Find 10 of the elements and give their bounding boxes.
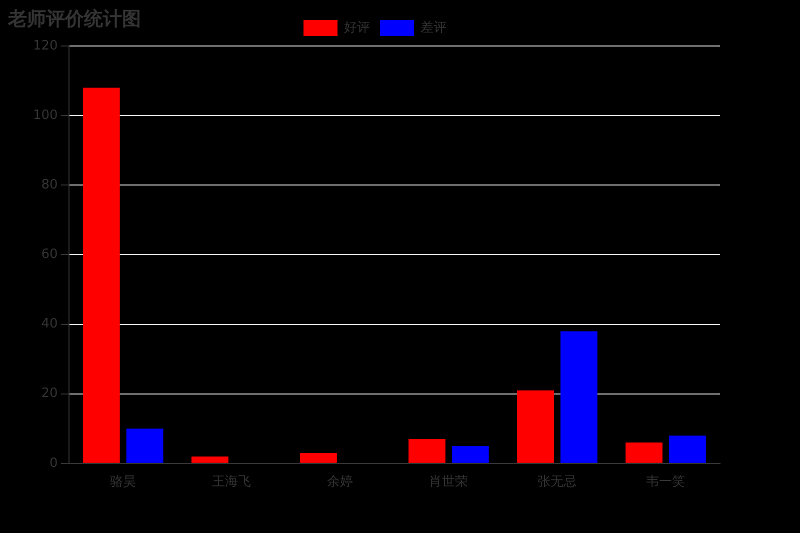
bar [300, 452, 337, 463]
bar [560, 331, 598, 463]
bar [668, 436, 706, 463]
bar [452, 446, 489, 463]
bar [191, 456, 228, 463]
bar [517, 390, 554, 463]
bar [82, 88, 120, 463]
bar [626, 442, 662, 463]
bar [408, 439, 446, 463]
bar [126, 428, 164, 463]
